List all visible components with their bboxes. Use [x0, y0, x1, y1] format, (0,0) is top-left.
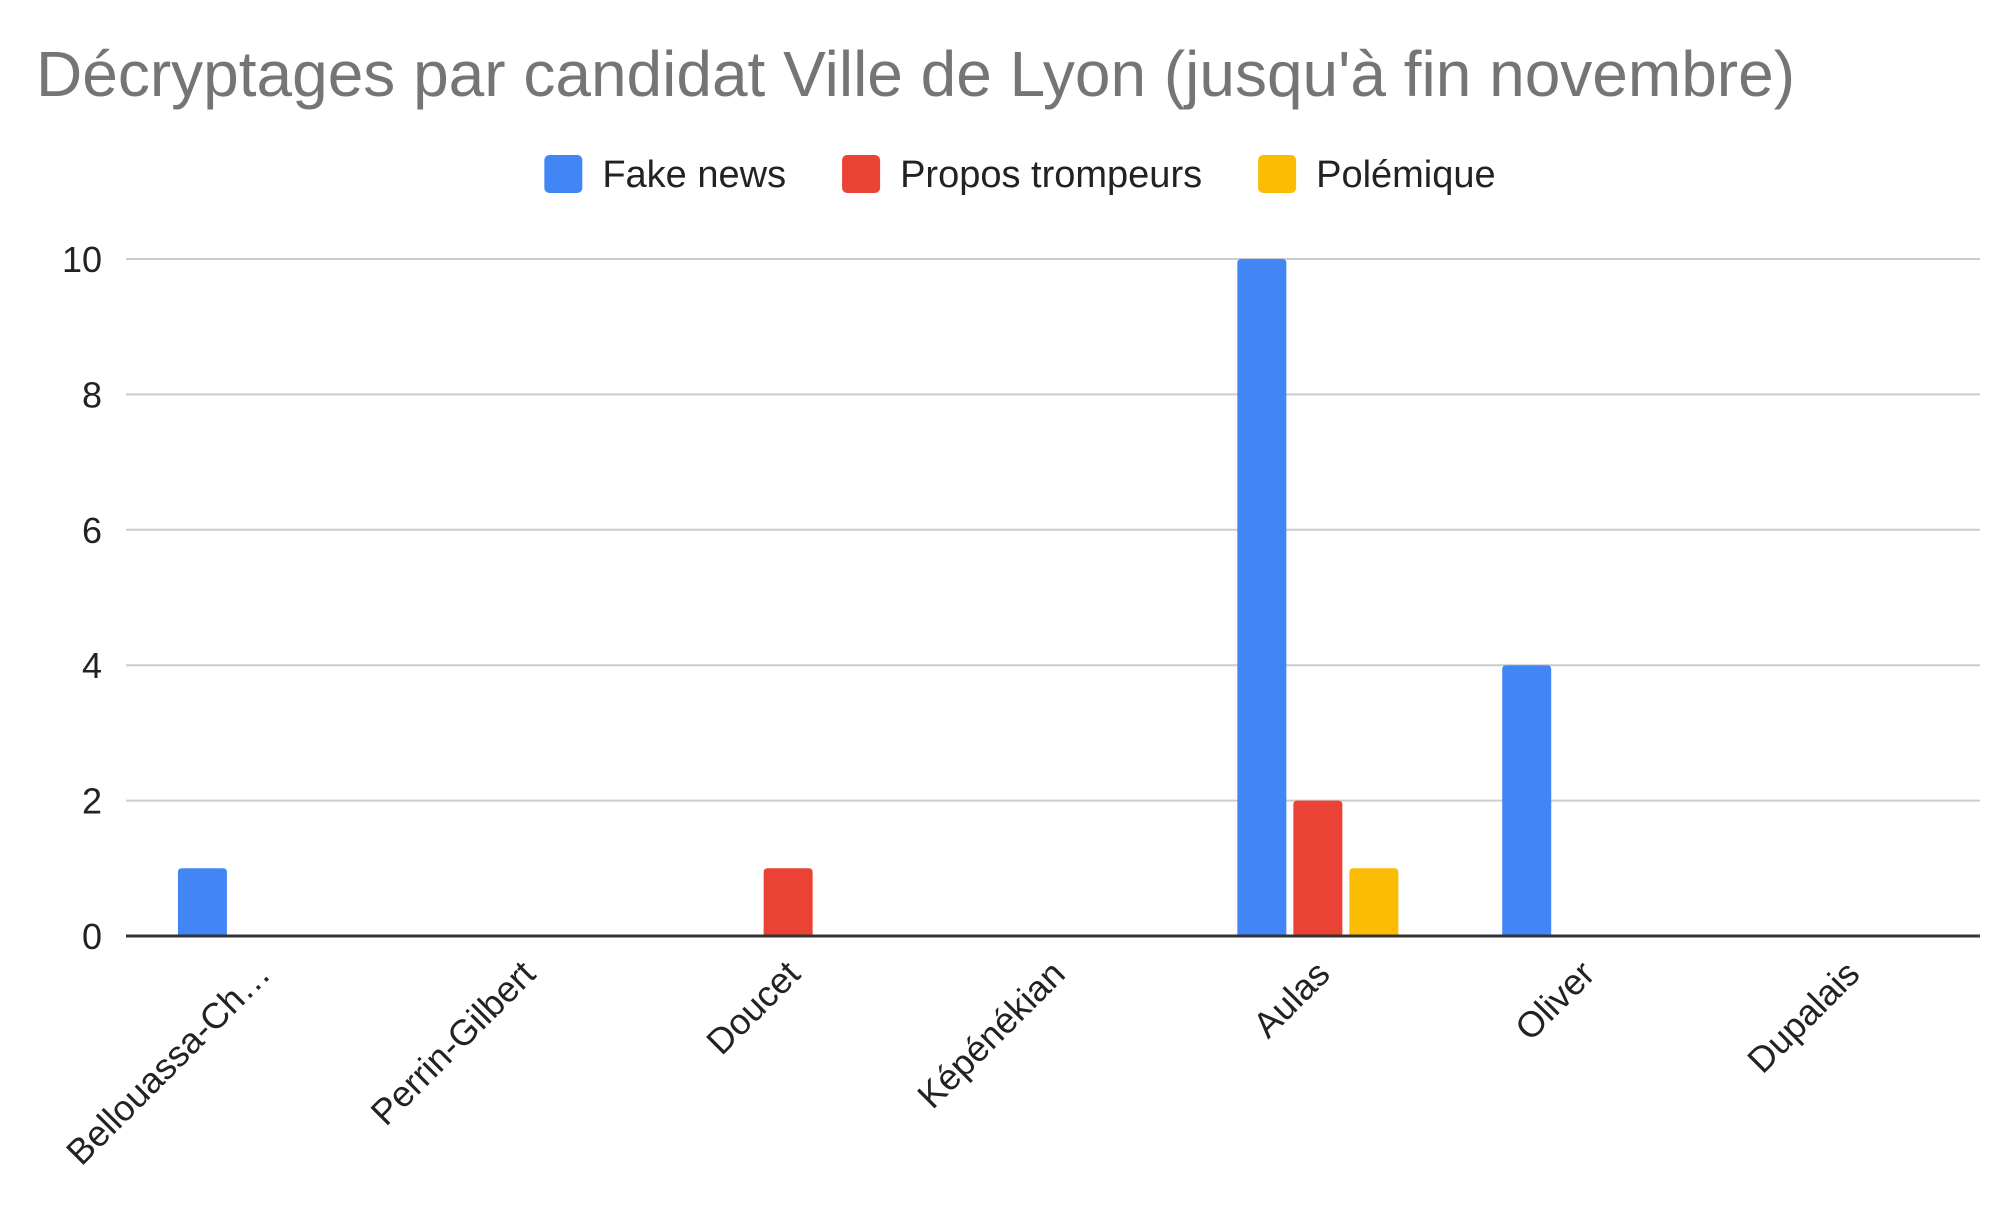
legend-swatch-propos-trompeurs — [842, 155, 881, 193]
y-tick-label-6: 6 — [82, 510, 102, 551]
bar-propos-trompeurs-2 — [763, 868, 813, 936]
bar-fake-news-4 — [1237, 259, 1287, 936]
y-tick-label-0: 0 — [82, 916, 102, 957]
legend-label-fake-news: Fake news — [602, 154, 786, 196]
bar-fake-news-5 — [1502, 665, 1552, 936]
y-tick-label-4: 4 — [82, 645, 102, 686]
legend-label-pol-mique: Polémique — [1316, 154, 1496, 196]
legend-label-propos-trompeurs: Propos trompeurs — [900, 154, 1202, 196]
bars — [177, 259, 1552, 936]
legend-swatch-pol-mique — [1258, 155, 1297, 193]
chart-title: Décryptages par candidat Ville de Lyon (… — [36, 38, 1795, 110]
y-tick-label-10: 10 — [62, 239, 102, 280]
y-tick-label-8: 8 — [82, 374, 102, 415]
bar-pol-mique-4 — [1349, 868, 1399, 936]
bar-fake-news-0 — [177, 868, 227, 936]
legend: Fake news Propos trompeurs Polémique — [544, 154, 1496, 196]
y-axis-ticks: 0 2 4 6 8 10 — [62, 239, 102, 957]
gridlines — [126, 258, 1980, 802]
legend-swatch-fake-news — [544, 155, 583, 193]
bar-propos-trompeurs-4 — [1293, 800, 1343, 936]
y-tick-label-2: 2 — [82, 781, 102, 822]
